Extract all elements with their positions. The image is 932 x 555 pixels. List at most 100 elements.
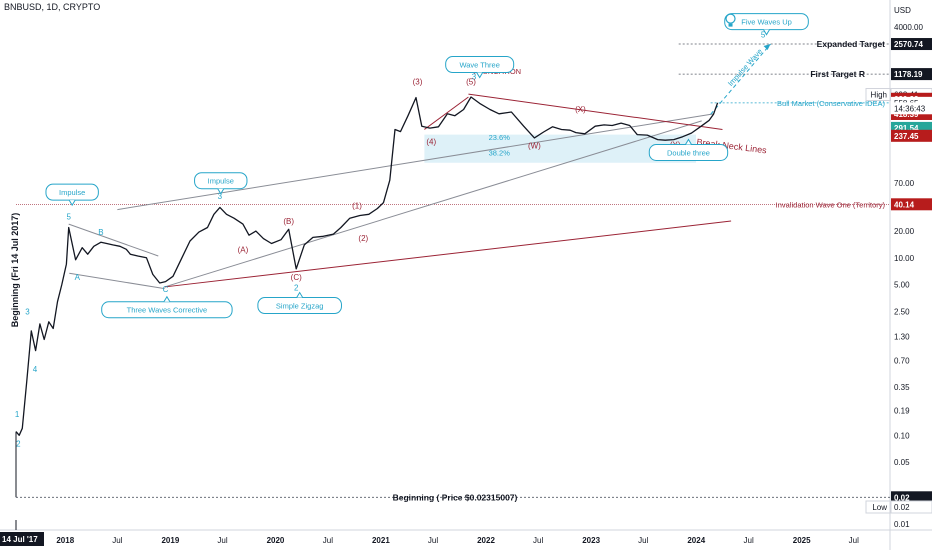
axis-price-text: 418.39 [894, 110, 919, 119]
trendline-0[interactable] [164, 120, 702, 288]
axis-unit: USD [894, 6, 911, 15]
trendline-6[interactable] [424, 96, 469, 130]
callout-pointer [296, 291, 304, 298]
x-tick-16: Jul [849, 536, 859, 545]
callout-text: Impulse [59, 188, 85, 197]
callout-1[interactable]: Three Waves Corrective [101, 295, 233, 319]
x-tick-14: Jul [744, 536, 754, 545]
callout-pointer [763, 29, 770, 36]
annotation-3: 38.2% [489, 148, 511, 157]
x-tick-12: Jul [638, 536, 648, 545]
wave-label-9: (A) [238, 245, 249, 254]
axis-price-text: 2570.74 [894, 40, 923, 49]
callout-5[interactable]: Double three [648, 138, 729, 161]
annotation-2: 23.6% [489, 133, 511, 142]
y-tick-6: 1.30 [894, 332, 910, 341]
y-tick-0: 4000.00 [894, 23, 923, 32]
callout-text: Impulse [208, 177, 234, 186]
trendline-7[interactable] [710, 43, 771, 115]
symbol-header: BNBUSD, 1D, CRYPTO [4, 2, 101, 12]
axis-price-text: 1178.19 [894, 70, 923, 79]
wave-label-8: 3 [218, 192, 223, 201]
x-tick-start-box [0, 532, 44, 546]
axis-price-text: 40.14 [894, 200, 915, 209]
x-tick-11: 2023 [582, 536, 600, 545]
callout-4[interactable]: Wave Three [445, 56, 515, 79]
axis-price-label-1: 1178.19 [891, 68, 932, 81]
callout-text: Double three [667, 148, 710, 157]
wave-label-6: B [98, 228, 103, 237]
axis-price-label-7: 237.45 [891, 129, 932, 142]
y-tick-10: 0.10 [894, 431, 910, 440]
wave-label-7: C [163, 285, 169, 294]
axis-price-label-8: 40.14 [891, 198, 932, 211]
y-tick-2: 20.00 [894, 227, 915, 236]
callout-pointer [685, 138, 692, 145]
callout-text: Three Waves Corrective [127, 306, 208, 315]
axis-price-prefix: High [871, 91, 887, 100]
callout-2[interactable]: Impulse [194, 172, 248, 195]
level-label-4: Beginning ( Price $0.02315007) [393, 492, 518, 502]
x-tick-3: 2019 [161, 536, 179, 545]
lightbulb-icon[interactable] [725, 13, 736, 27]
wave-label-0: 1 [15, 410, 20, 419]
y-tick-8: 0.35 [894, 383, 910, 392]
callout-pointer [476, 72, 484, 79]
wave-label-22: 5 [761, 30, 766, 39]
trendline-1[interactable] [164, 220, 732, 288]
x-tick-13: 2024 [687, 536, 705, 545]
callout-pointer [163, 295, 171, 303]
axis-price-label-10: 0.02 Low [865, 500, 932, 514]
x-tick-2: Jul [112, 536, 122, 545]
level-label-3: Invalidation Wave One (Territory) [776, 200, 886, 209]
level-label-1: First Target R [810, 69, 865, 79]
wave-label-4: 5 [66, 213, 71, 222]
y-tick-5: 2.50 [894, 307, 910, 316]
callout-3[interactable]: Simple Zigzag [257, 291, 342, 315]
trendline-2[interactable] [68, 223, 159, 257]
callout-text: Simple Zigzag [276, 302, 324, 311]
wave-label-10: (B) [283, 217, 294, 226]
axis-price-label-0: 2570.74 [891, 38, 932, 51]
countdown-box [891, 102, 932, 115]
wave-label-2: 3 [25, 307, 30, 316]
callout-pointer [217, 188, 225, 195]
callout-pointer [68, 199, 76, 207]
wave-label-14: (2) [358, 234, 368, 243]
x-tick-7: 2021 [372, 536, 390, 545]
price-axis[interactable] [890, 0, 932, 550]
wave-label-15: (3) [413, 77, 423, 86]
callout-text: Wave Three [459, 61, 499, 70]
wave-label-11: (C) [291, 273, 302, 282]
x-tick-10: Jul [533, 536, 543, 545]
axis-price-label-9: 0.02 [891, 491, 932, 504]
callout-text: Five Waves Up [741, 18, 792, 27]
axis-price-prefix: Low [872, 503, 887, 512]
wave-label-1: 2 [16, 439, 21, 448]
callout-6[interactable]: Five Waves Up [724, 13, 809, 36]
x-tick-9: 2022 [477, 536, 495, 545]
wave-label-18: (5) [466, 77, 476, 86]
axis-price-text: 237.45 [894, 132, 919, 141]
trendline-3[interactable] [69, 272, 165, 290]
y-tick-1: 70.00 [894, 179, 915, 188]
wave-label-19: (W) [528, 142, 541, 151]
level-label-2: Bull Market (Conservative IDEA) [777, 99, 885, 108]
wave-label-5: A [75, 273, 81, 282]
x-tick-1: 2018 [56, 536, 74, 545]
wave-label-13: (1) [352, 201, 362, 210]
annotation-4: Impulse Wave [726, 47, 764, 88]
wave-label-20: (X) [575, 105, 586, 114]
wave-label-16: (4) [426, 137, 436, 146]
projection-arrow-head [763, 44, 771, 51]
x-tick-0: 14 Jul '17 [2, 535, 38, 544]
y-tick-7: 0.70 [894, 356, 910, 365]
y-tick-9: 0.19 [894, 407, 910, 416]
trendline-5[interactable] [468, 93, 723, 130]
price-series-line [15, 96, 719, 436]
x-tick-15: 2025 [793, 536, 811, 545]
trendline-4[interactable] [117, 113, 714, 211]
wave-label-3: 4 [33, 365, 38, 374]
callout-0[interactable]: Impulse [45, 183, 99, 207]
